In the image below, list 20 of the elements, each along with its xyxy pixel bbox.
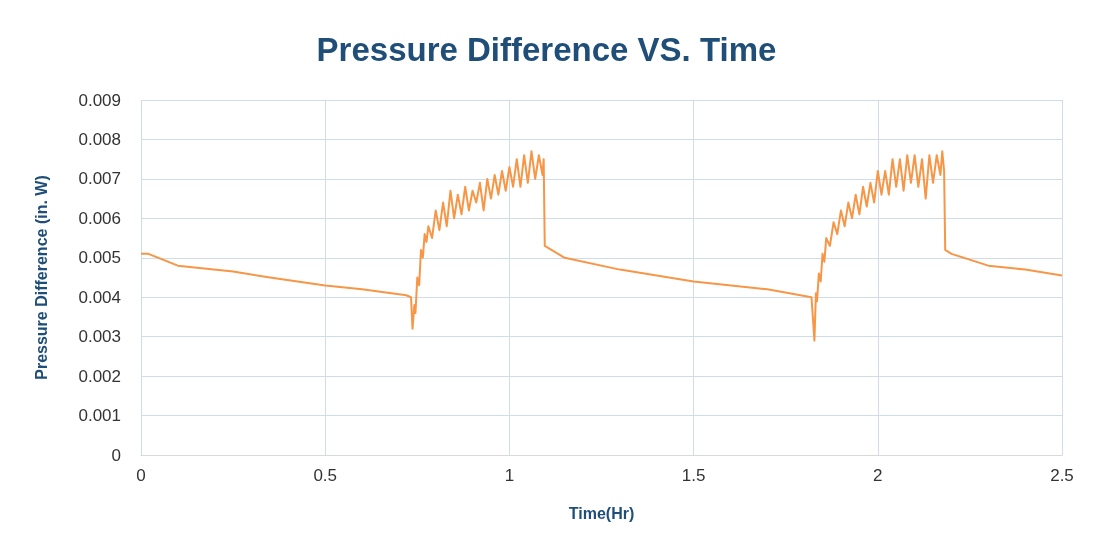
y-axis-title: Pressure Difference (in. W) [32,175,50,380]
y-tick-label: 0.008 [78,129,121,149]
y-tick-label: 0.001 [78,406,121,426]
x-tick-label: 2 [873,466,883,485]
x-tick-label: 1 [504,466,515,485]
x-tick-label: 1.5 [681,466,706,485]
y-tick-label: 0.006 [78,208,121,228]
y-tick-label: 0.004 [78,287,121,307]
y-tick-label: 0.009 [78,90,121,110]
x-tick-label: 0 [136,466,146,485]
y-tick-label: 0.002 [78,366,121,386]
y-tick-label: 0 [111,445,121,465]
x-axis-title: Time(Hr) [568,504,635,522]
x-tick-label: 0.5 [313,466,338,485]
y-tick-label: 0.005 [78,248,121,268]
y-tick-label: 0.007 [78,169,121,189]
line-series [140,150,1063,342]
chart-title: Pressure Difference VS. Time [316,31,777,68]
x-tick-label: 2.5 [1050,466,1074,485]
y-tick-label: 0.003 [78,327,121,347]
